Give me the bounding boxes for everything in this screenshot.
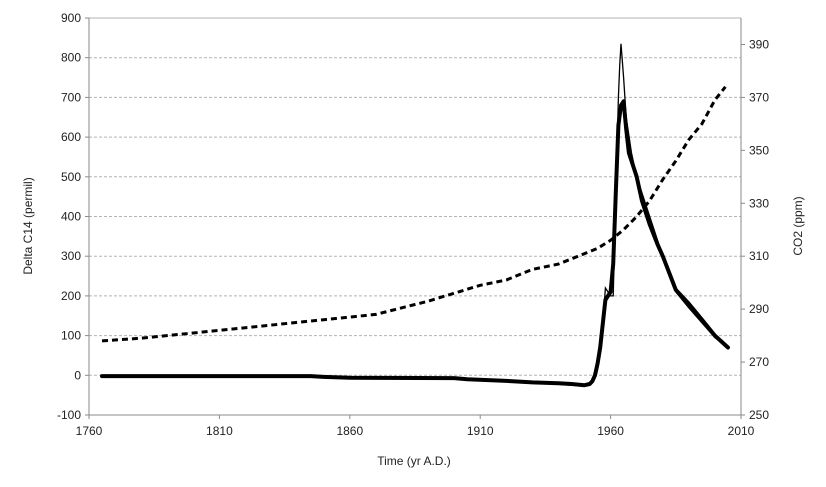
y-right-tick-label: 330 (749, 196, 769, 210)
x-tick-label: 1760 (76, 424, 103, 438)
y-right-tick-labels: 250 270 290 310 330 350 370 390 (749, 37, 769, 422)
y-left-tick-label: 700 (61, 90, 81, 104)
y-left-axis-label: Delta C14 (permil) (21, 177, 35, 274)
y-right-tick-label: 290 (749, 302, 769, 316)
x-tick-label: 1910 (467, 424, 494, 438)
series-line-2-thick-solid (100, 99, 730, 388)
x-axis-label: Time (yr A.D.) (377, 454, 451, 468)
x-tick-label: 2010 (728, 424, 755, 438)
y-right-tick-label: 250 (749, 408, 769, 422)
axes (85, 17, 745, 419)
x-tick-label: 1810 (206, 424, 233, 438)
y-right-tick-label: 270 (749, 355, 769, 369)
y-left-tick-label: 800 (61, 51, 81, 65)
y-left-tick-label: 400 (61, 210, 81, 224)
y-left-tick-label: 0 (74, 368, 81, 382)
series-line-3-dashed (101, 85, 727, 343)
y-left-tick-label: 900 (61, 11, 81, 25)
x-tick-label: 1860 (336, 424, 363, 438)
y-left-tick-label: -100 (57, 408, 81, 422)
y-left-tick-label: 200 (61, 289, 81, 303)
y-right-axis-label: CO2 (ppm) (791, 196, 805, 255)
series-layer (100, 43, 730, 388)
y-left-tick-labels: -100 0 100 200 300 400 500 600 700 800 900 (57, 11, 81, 422)
y-right-tick-label: 390 (749, 37, 769, 51)
y-right-tick-label: 310 (749, 249, 769, 263)
x-tick-labels: 1760 1810 1860 1910 1960 2010 (76, 424, 755, 438)
y-right-tick-label: 370 (749, 90, 769, 104)
y-left-tick-label: 300 (61, 249, 81, 263)
x-tick-label: 1960 (597, 424, 624, 438)
y-left-tick-label: 600 (61, 130, 81, 144)
y-right-tick-label: 350 (749, 143, 769, 157)
gridlines (89, 57, 741, 376)
y-left-tick-label: 100 (61, 329, 81, 343)
y-left-tick-label: 500 (61, 170, 81, 184)
